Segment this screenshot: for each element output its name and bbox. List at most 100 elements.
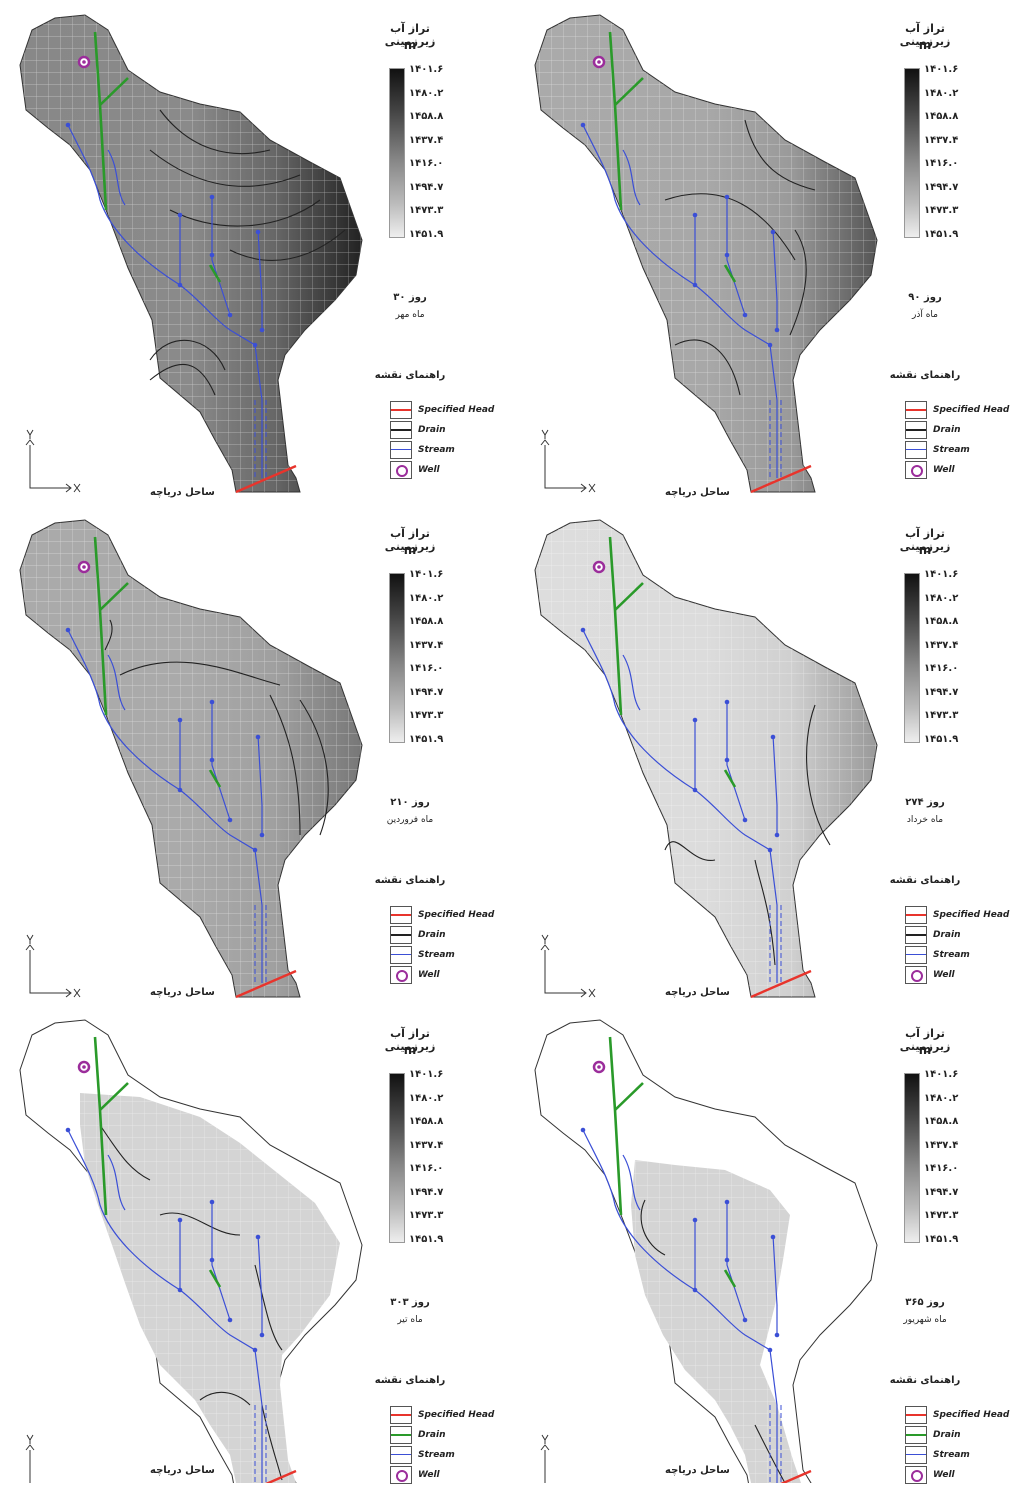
coast-label: ساحل دریاچه (150, 1465, 215, 1476)
scale-tick-label: ۱۴۵۸.۸ (409, 111, 444, 122)
stream-swatch (905, 946, 927, 964)
stream-node (724, 194, 730, 200)
scale-tick-label: ۱۴۵۱.۹ (924, 733, 959, 745)
color-scale-bar (904, 1073, 920, 1243)
map-legend: Specified Head Drain Stream Well (905, 905, 1030, 985)
specified-head-line (750, 464, 812, 494)
stream-line (257, 229, 263, 330)
stream-line (622, 1154, 641, 1211)
legend-item-well: Well (905, 1465, 1030, 1485)
stream-node (177, 1287, 183, 1293)
drain-line (723, 1269, 737, 1288)
time-step-day: روز ۲۷۴ (905, 797, 945, 808)
stream-line (211, 1200, 231, 1321)
map-legend-title: راهنمای نقشه (889, 1375, 961, 1386)
scale-tick-label: ۱۴۱۶.۰ (409, 663, 444, 674)
legend-item-label: Well (418, 465, 440, 475)
head-contour (269, 694, 301, 836)
legend-item-label: Specified Head (418, 1410, 495, 1420)
map-legend: Specified Head Drain Stream Well (905, 400, 1030, 480)
legend-unit: m (403, 543, 417, 557)
scale-tick-label: ۱۴۰۱.۶ (409, 1069, 444, 1080)
stream-node (252, 342, 258, 348)
scale-tick-label: ۱۴۷۳.۳ (409, 1210, 444, 1221)
well-swatch (905, 966, 927, 984)
stream-node (255, 734, 261, 740)
stream-node (177, 1217, 183, 1223)
scale-tick-label: ۱۴۳۷.۴ (924, 134, 959, 146)
stream-line (582, 1129, 778, 1483)
specified-head-swatch (905, 906, 927, 924)
stream-line (67, 629, 263, 983)
stream-node (259, 1332, 265, 1338)
legend-item-label: Well (933, 1470, 955, 1480)
legend-item-well: Well (390, 965, 520, 985)
map-legend: Specified Head Drain Stream Well (390, 905, 520, 985)
coast-label: ساحل دریاچه (665, 1465, 730, 1476)
legend-item-label: Drain (418, 1430, 446, 1440)
map-legend-title: راهنمای نقشه (889, 370, 961, 381)
legend-title: تراز آب زیرزمینی (899, 527, 951, 553)
head-contour (754, 859, 776, 966)
stream-node (177, 282, 183, 288)
scale-tick-label: ۱۴۳۷.۴ (409, 134, 444, 146)
stream-swatch (905, 441, 927, 459)
specified-head-line (265, 1469, 297, 1483)
stream-node (742, 817, 748, 823)
head-contour (104, 619, 113, 651)
drain-line (723, 769, 737, 788)
drain-line (723, 264, 737, 283)
time-step-day: روز ۳۶۵ (905, 1297, 945, 1308)
legend-title: تراز آب زیرزمینی (899, 1027, 951, 1053)
legend-item-label: Well (933, 465, 955, 475)
scale-tick-label: ۱۴۰۱.۶ (924, 569, 959, 580)
head-contour (149, 339, 226, 371)
specified-head-line (235, 969, 297, 999)
stream-line (622, 149, 641, 206)
stream-swatch (390, 441, 412, 459)
legend-item-well: Well (905, 965, 1030, 985)
time-step-month: ماه مهر (395, 310, 425, 320)
scale-tick-label: ۱۴۹۴.۷ (924, 181, 959, 193)
specified-head-swatch (905, 401, 927, 419)
legend-unit: m (403, 38, 417, 52)
stream-line (107, 654, 126, 711)
legend-item-label: Stream (418, 1450, 455, 1460)
scale-tick-label: ۱۴۱۶.۰ (409, 1163, 444, 1174)
stream-node (692, 1287, 698, 1293)
stream-line (772, 1234, 778, 1335)
drain-swatch (905, 926, 927, 944)
stream-node (692, 717, 698, 723)
scale-tick-label: ۱۴۵۸.۸ (924, 1116, 959, 1127)
scale-tick-label: ۱۴۵۱.۹ (409, 733, 444, 745)
legend-item-well: Well (390, 1465, 520, 1485)
color-scale-bar (389, 573, 405, 743)
stream-node (767, 1347, 773, 1353)
stream-node (724, 699, 730, 705)
head-contour (159, 1212, 241, 1236)
stream-line (726, 195, 746, 316)
time-step-month: ماه خرداد (906, 815, 944, 825)
well-swatch (390, 461, 412, 479)
coast-label: ساحل دریاچه (150, 987, 215, 998)
legend-item-label: Well (418, 970, 440, 980)
map-legend-title: راهنمای نقشه (374, 370, 446, 381)
stream-line (622, 654, 641, 711)
scale-tick-label: ۱۴۸۰.۲ (924, 1092, 959, 1104)
legend-item-label: Stream (418, 950, 455, 960)
head-contour (199, 1391, 251, 1406)
drain-line (614, 582, 644, 611)
legend-item-stream: Stream (905, 440, 1030, 460)
scale-tick-label: ۱۴۸۰.۲ (409, 1092, 444, 1104)
stream-node (580, 1127, 586, 1133)
time-step-month: ماه تیر (397, 1315, 423, 1325)
well-swatch (390, 1466, 412, 1484)
legend-item-well: Well (390, 460, 520, 480)
stream-line (107, 1154, 126, 1211)
scale-tick-label: ۱۴۵۱.۹ (409, 1233, 444, 1245)
color-scale-bar (904, 573, 920, 743)
legend-item-stream: Stream (905, 945, 1030, 965)
scale-tick-label: ۱۴۵۸.۸ (924, 616, 959, 627)
basin-map (19, 1019, 363, 1483)
drain-swatch (390, 926, 412, 944)
